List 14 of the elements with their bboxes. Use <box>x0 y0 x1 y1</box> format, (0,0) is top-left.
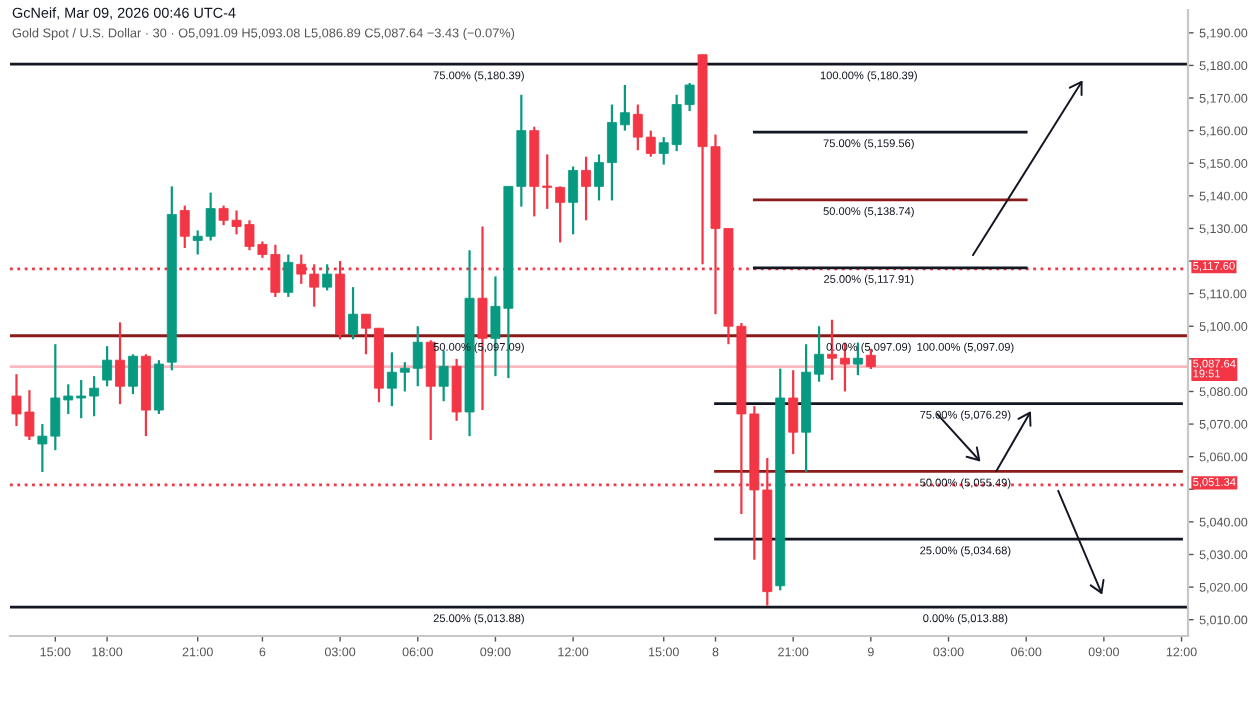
candlestick <box>128 353 138 396</box>
candlestick <box>283 253 294 299</box>
candlestick <box>348 286 358 341</box>
candlestick <box>438 349 449 403</box>
candlestick <box>425 339 436 442</box>
candlestick <box>179 204 190 250</box>
candlestick <box>788 369 799 456</box>
candlestick <box>322 263 333 292</box>
candlestick <box>153 359 164 416</box>
candlestick <box>102 345 113 388</box>
candlestick <box>451 357 462 422</box>
candlestick <box>115 321 125 406</box>
candlestick <box>581 155 592 222</box>
candlestick <box>568 165 579 236</box>
